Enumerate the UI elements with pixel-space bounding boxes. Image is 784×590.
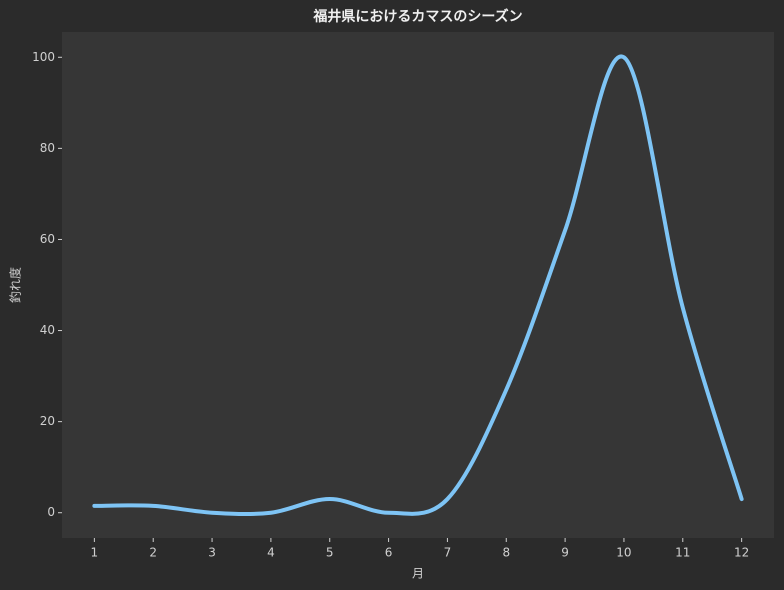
x-tick-label: 5 <box>326 546 334 560</box>
plot-background <box>62 32 774 538</box>
y-tick-label: 40 <box>40 323 55 337</box>
x-tick-label: 8 <box>502 546 510 560</box>
y-tick-label: 0 <box>47 505 55 519</box>
x-tick-label: 12 <box>734 546 749 560</box>
x-tick-label: 10 <box>616 546 631 560</box>
x-tick-label: 11 <box>675 546 690 560</box>
y-tick-label: 100 <box>32 50 55 64</box>
chart-title: 福井県におけるカマスのシーズン <box>312 8 522 25</box>
x-tick-label: 2 <box>149 546 157 560</box>
x-tick-label: 6 <box>385 546 393 560</box>
x-tick-label: 9 <box>561 546 569 560</box>
y-axis-label: 釣れ度 <box>8 267 23 303</box>
y-tick-label: 60 <box>40 232 55 246</box>
y-tick-label: 80 <box>40 141 55 155</box>
x-tick-label: 4 <box>267 546 275 560</box>
x-axis-label: 月 <box>412 567 424 581</box>
data-line <box>92 54 744 517</box>
x-tick-label: 1 <box>91 546 99 560</box>
x-tick-label: 7 <box>444 546 452 560</box>
x-tick-label: 3 <box>208 546 216 560</box>
y-tick-label: 20 <box>40 414 55 428</box>
